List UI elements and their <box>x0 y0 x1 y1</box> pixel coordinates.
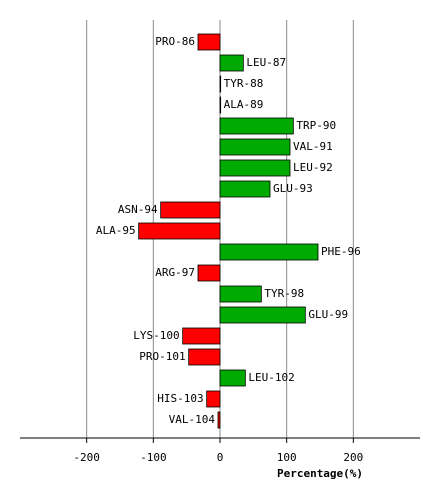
x-tick-label: 200 <box>343 451 363 464</box>
bar <box>219 96 222 114</box>
bar <box>219 369 246 387</box>
bar-label: ARG-97 <box>155 266 195 279</box>
bar-label: ALA-89 <box>224 98 264 111</box>
bar <box>219 117 294 135</box>
bar-label: GLU-99 <box>308 308 348 321</box>
bar <box>206 390 221 408</box>
bar <box>219 138 291 156</box>
bar <box>217 411 221 429</box>
bar-label: PHE-96 <box>321 245 361 258</box>
bar <box>219 54 244 72</box>
bar-label: HIS-103 <box>157 392 203 405</box>
bar-label: ALA-95 <box>96 224 136 237</box>
bar-label: GLU-93 <box>273 182 313 195</box>
bar-label: LEU-87 <box>246 56 286 69</box>
bar <box>160 201 221 219</box>
bar-label: LEU-102 <box>248 371 294 384</box>
bar-label: PRO-101 <box>139 350 185 363</box>
x-axis-label: Percentage(%) <box>277 467 363 480</box>
bar-label: PRO-86 <box>155 35 195 48</box>
bar-label: LEU-92 <box>293 161 333 174</box>
x-tick-label: 100 <box>277 451 297 464</box>
bar <box>182 327 221 345</box>
bar <box>188 348 221 366</box>
bar <box>219 306 306 324</box>
bar-label: TYR-98 <box>264 287 304 300</box>
bar-label: TYR-88 <box>224 77 264 90</box>
bar <box>219 159 291 177</box>
bar-label: VAL-91 <box>293 140 333 153</box>
x-tick-label: 0 <box>217 451 224 464</box>
x-tick-label: -200 <box>73 451 100 464</box>
bar <box>197 33 221 51</box>
bar <box>138 222 221 240</box>
bar-label: TRP-90 <box>296 119 336 132</box>
bar <box>219 243 319 261</box>
bar <box>219 285 262 303</box>
bar <box>219 180 271 198</box>
bar-label: ASN-94 <box>118 203 158 216</box>
bar-label: LYS-100 <box>133 329 179 342</box>
bar <box>197 264 221 282</box>
bar-label: VAL-104 <box>169 413 216 426</box>
x-tick-label: -100 <box>140 451 167 464</box>
bar <box>219 75 222 93</box>
